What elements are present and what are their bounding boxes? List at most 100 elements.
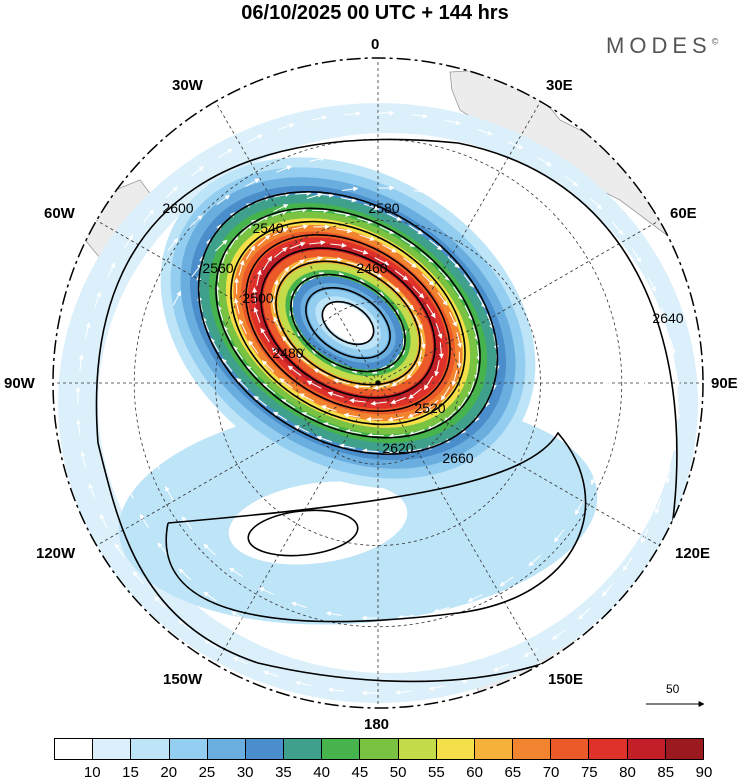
jet-vector-4-0 [406,365,417,380]
colorbar-tick-90: 90 [695,764,713,781]
outer-vector-0-13 [395,689,412,695]
outer-vector-2-6 [499,576,514,587]
jet-vector-3-5 [327,391,344,398]
jet-vector-0-15 [202,316,210,333]
outer-vector-2-5 [528,554,541,567]
colorbar-tick-20: 20 [160,764,178,781]
outer-vector-1-34 [309,156,326,163]
lon-label-150w: 150W [163,671,203,688]
jet-vector-2-16 [257,234,271,247]
contour-2660 [165,431,587,623]
outer-vector-0-8 [551,629,566,640]
outer-vector-2-37 [582,305,592,320]
outer-vector-0-19 [204,639,219,649]
jet-vector-2-3 [387,416,404,422]
lon-label-30e: 30E [546,77,573,94]
jet-vector-0-24 [273,192,291,198]
outer-vector-0-24 [100,514,109,530]
jet-vector-3-16 [309,240,326,246]
jet-vector-4-2 [373,383,390,390]
outer-vector-2-14 [229,567,244,578]
outer-vector-0-48 [564,175,579,187]
jet-vector-1-17 [221,248,228,265]
jet-vector-0-6 [362,448,379,454]
outer-vector-0-32 [107,262,116,278]
outer-vector-0-31 [94,291,102,308]
outer-vector-2-7 [467,594,483,602]
jet-vector-0-32 [447,256,460,269]
jet-vector-2-9 [262,360,275,373]
jet-vector-4-1 [391,376,406,387]
jet-vector-4-20 [420,332,426,350]
outer-vector-2-35 [540,250,553,263]
jet-vector-0-11 [253,395,267,407]
jet-ring-20 [322,302,374,344]
outer-vector-0-53 [660,307,668,323]
jet-vector-1-9 [281,398,296,409]
contour-label-2620: 2620 [382,440,413,456]
colorbar-tick-50: 50 [389,764,407,781]
jet-vector-1-4 [388,433,405,439]
jet-vector-1-7 [323,422,339,429]
jet-vector-2-25 [437,292,448,306]
jet-vector-3-0 [423,375,434,390]
jet-vector-2-1 [425,399,439,412]
jet-vector-5-8 [296,277,307,292]
contour-2580 [230,220,466,426]
jet-vector-3-4 [349,398,366,404]
outer-vector-1-13 [327,646,344,652]
colorbar-tick-80: 80 [619,764,636,781]
contour-label-2660: 2660 [442,450,473,466]
outer-vector-2-4 [553,529,565,543]
outer-vector-0-3 [654,498,662,515]
jet-vector-1-20 [254,215,269,225]
outer-vector-0-25 [88,483,96,499]
jet-vector-2-6 [321,405,337,412]
colorbar-swatch-11 [474,739,514,759]
jet-vector-2-15 [245,245,256,260]
outer-vector-2-1 [600,436,606,453]
jet-vector-1-15 [214,284,220,302]
outer-vector-1-22 [116,451,123,468]
outer-vector-0-44 [444,119,461,126]
jet-vector-0-12 [236,377,249,390]
outer-vector-1-43 [587,250,599,264]
outer-vector-1-6 [553,579,566,592]
outer-vector-0-47 [537,157,552,167]
jet-vector-3-25 [434,360,440,377]
outer-vector-1-38 [446,161,463,167]
outer-vector-0-9 [523,648,538,658]
jet-vector-2-10 [248,340,259,354]
jet-vector-3-2 [390,397,407,404]
jet-vector-1-10 [262,383,276,395]
contour-2480 [305,286,391,360]
jet-vector-2-20 [336,228,353,234]
outer-vector-2-13 [258,587,274,596]
colorbar-swatch-2 [131,739,170,759]
outer-vector-0-45 [476,128,493,136]
jet-vector-4-7 [282,335,294,349]
outer-vector-2-38 [596,336,603,353]
contour-label-2540: 2540 [252,220,283,236]
outer-vector-0-55 [674,370,680,387]
colorbar-swatch-9 [398,739,437,759]
jet-vector-3-6 [306,380,322,389]
outer-vector-0-43 [411,113,428,119]
outer-vector-2-9 [397,614,415,620]
contour-2560 [245,234,451,412]
outer-vector-1-2 [628,467,635,484]
jet-vector-4-6 [295,353,310,365]
outer-vector-0-52 [647,276,656,292]
jet-vector-2-11 [239,319,247,335]
jet-vector-4-5 [313,368,329,377]
jet-vector-4-17 [386,281,401,293]
lon-label-120w: 120W [36,545,76,562]
outer-vector-1-31 [216,194,231,206]
outer-vector-1-46 [633,338,640,355]
outer-vector-0-26 [80,451,87,468]
outer-vector-0-41 [344,111,361,117]
outer-vector-0-23 [114,543,125,558]
outer-vector-1-35 [343,151,360,157]
jet-vector-0-25 [295,190,312,196]
